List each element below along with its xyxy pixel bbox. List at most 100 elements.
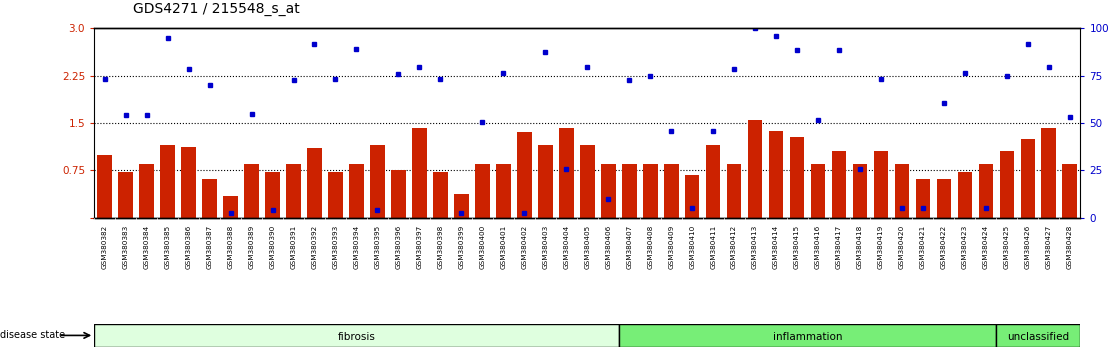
Bar — [307, 148, 321, 218]
Text: GSM380387: GSM380387 — [206, 225, 213, 269]
Text: GSM380399: GSM380399 — [459, 225, 464, 269]
Text: GSM380396: GSM380396 — [396, 225, 401, 269]
Text: GSM380385: GSM380385 — [165, 225, 171, 269]
Bar — [433, 172, 448, 218]
Text: GSM380424: GSM380424 — [983, 225, 988, 269]
Text: GSM380386: GSM380386 — [186, 225, 192, 269]
Bar — [349, 164, 363, 218]
Text: GSM380388: GSM380388 — [227, 225, 234, 269]
Text: GSM380394: GSM380394 — [353, 225, 359, 269]
Text: GSM380423: GSM380423 — [962, 225, 968, 269]
Bar — [265, 172, 280, 218]
Bar — [161, 145, 175, 218]
Text: GSM380389: GSM380389 — [248, 225, 255, 269]
Text: GSM380403: GSM380403 — [542, 225, 548, 269]
Bar — [706, 145, 720, 218]
Text: GSM380415: GSM380415 — [794, 225, 800, 269]
Text: GSM380427: GSM380427 — [1046, 225, 1051, 269]
Bar — [664, 164, 678, 218]
Text: GSM380405: GSM380405 — [584, 225, 591, 269]
Text: GSM380395: GSM380395 — [375, 225, 380, 269]
Bar — [119, 172, 133, 218]
Bar — [748, 120, 762, 218]
Text: GSM380408: GSM380408 — [647, 225, 654, 269]
Text: GSM380421: GSM380421 — [920, 225, 926, 269]
Bar — [894, 164, 910, 218]
Bar — [999, 152, 1014, 218]
Bar — [853, 164, 868, 218]
Bar — [203, 178, 217, 218]
Bar — [832, 152, 847, 218]
Text: GSM380413: GSM380413 — [752, 225, 758, 269]
Text: GSM380409: GSM380409 — [668, 225, 674, 269]
Text: GSM380428: GSM380428 — [1067, 225, 1073, 269]
Bar — [1063, 164, 1077, 218]
Text: GSM380397: GSM380397 — [417, 225, 422, 269]
Text: GSM380398: GSM380398 — [438, 225, 443, 269]
Bar — [244, 164, 259, 218]
Text: GSM380407: GSM380407 — [626, 225, 633, 269]
Text: GSM380393: GSM380393 — [332, 225, 338, 269]
Bar — [558, 128, 574, 218]
Bar — [643, 164, 657, 218]
Bar — [579, 145, 595, 218]
Bar — [978, 164, 993, 218]
Text: GSM380390: GSM380390 — [269, 225, 276, 269]
Text: GSM380401: GSM380401 — [501, 225, 506, 269]
Text: GSM380382: GSM380382 — [102, 225, 107, 269]
Bar — [1042, 128, 1056, 218]
Bar — [996, 324, 1080, 347]
Bar — [790, 137, 804, 218]
Bar — [391, 170, 406, 218]
Bar — [412, 128, 427, 218]
Text: GSM380402: GSM380402 — [521, 225, 527, 269]
Text: GSM380412: GSM380412 — [731, 225, 737, 269]
Bar — [915, 178, 931, 218]
Text: unclassified: unclassified — [1007, 332, 1069, 342]
Bar — [286, 164, 301, 218]
Bar — [140, 164, 154, 218]
Bar — [454, 194, 469, 218]
Bar — [517, 132, 532, 218]
Bar — [618, 324, 996, 347]
Bar — [182, 147, 196, 218]
Text: GSM380414: GSM380414 — [773, 225, 779, 269]
Text: GSM380383: GSM380383 — [123, 225, 129, 269]
Text: inflammation: inflammation — [772, 332, 842, 342]
Text: GSM380391: GSM380391 — [290, 225, 297, 269]
Bar — [223, 196, 238, 218]
Bar — [601, 164, 616, 218]
Bar — [1020, 139, 1035, 218]
Text: disease state: disease state — [0, 330, 65, 341]
Bar — [98, 155, 112, 218]
Text: GSM380384: GSM380384 — [144, 225, 150, 269]
Text: GSM380418: GSM380418 — [856, 225, 863, 269]
Bar — [622, 164, 636, 218]
Bar — [94, 324, 618, 347]
Bar — [537, 145, 553, 218]
Bar — [957, 172, 972, 218]
Text: GSM380410: GSM380410 — [689, 225, 695, 269]
Text: GSM380392: GSM380392 — [311, 225, 318, 269]
Text: GSM380419: GSM380419 — [878, 225, 884, 269]
Text: GDS4271 / 215548_s_at: GDS4271 / 215548_s_at — [133, 2, 299, 16]
Text: GSM380416: GSM380416 — [815, 225, 821, 269]
Bar — [769, 131, 783, 218]
Bar — [727, 164, 741, 218]
Text: GSM380400: GSM380400 — [480, 225, 485, 269]
Bar — [496, 164, 511, 218]
Text: GSM380411: GSM380411 — [710, 225, 716, 269]
Text: GSM380406: GSM380406 — [605, 225, 612, 269]
Text: fibrosis: fibrosis — [338, 332, 376, 342]
Bar — [936, 178, 952, 218]
Text: GSM380426: GSM380426 — [1025, 225, 1030, 269]
Text: GSM380417: GSM380417 — [837, 225, 842, 269]
Bar — [873, 152, 889, 218]
Text: GSM380422: GSM380422 — [941, 225, 947, 269]
Bar — [475, 164, 490, 218]
Bar — [685, 176, 699, 218]
Bar — [328, 172, 342, 218]
Bar — [811, 164, 825, 218]
Bar — [370, 145, 384, 218]
Text: GSM380420: GSM380420 — [899, 225, 905, 269]
